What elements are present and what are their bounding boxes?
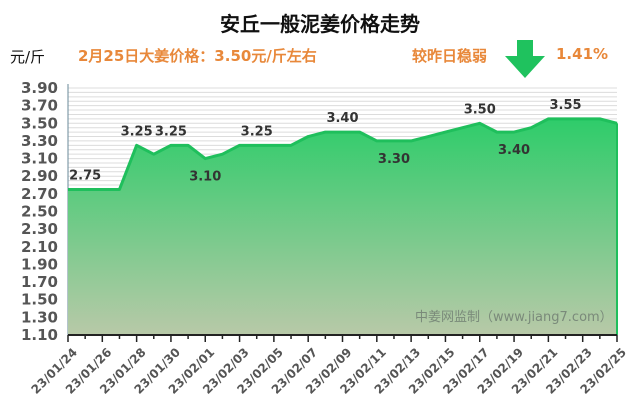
svg-text:3.70: 3.70 <box>21 97 58 115</box>
svg-text:2.10: 2.10 <box>21 238 58 256</box>
svg-text:3.25: 3.25 <box>241 124 273 139</box>
svg-text:3.10: 3.10 <box>21 150 58 168</box>
svg-text:3.40: 3.40 <box>498 143 530 158</box>
svg-text:1.70: 1.70 <box>21 273 58 291</box>
svg-text:1.10: 1.10 <box>21 326 58 344</box>
svg-text:3.25: 3.25 <box>121 124 153 139</box>
watermark: 中姜网监制（www.jiang7.com） <box>415 310 613 325</box>
svg-text:2.50: 2.50 <box>21 203 58 221</box>
price-area <box>68 117 618 335</box>
svg-text:2.90: 2.90 <box>21 167 58 185</box>
svg-text:3.40: 3.40 <box>326 111 358 126</box>
svg-text:2.70: 2.70 <box>21 185 58 203</box>
price-note: 2月25日大姜价格：3.50元/斤左右 <box>78 47 317 65</box>
svg-text:3.30: 3.30 <box>378 152 410 167</box>
svg-text:3.10: 3.10 <box>189 170 221 185</box>
svg-text:3.50: 3.50 <box>21 114 58 132</box>
svg-text:3.25: 3.25 <box>155 124 187 139</box>
change-percent: 1.41% <box>556 45 609 63</box>
data-labels: 2.753.25 3.253.103.253.403.303.503.403.55 <box>69 98 581 185</box>
svg-text:2.75: 2.75 <box>69 168 101 183</box>
chart-title: 安丘一般泥姜价格走势 <box>220 12 420 36</box>
y-axis-unit: 元/斤 <box>10 48 46 66</box>
svg-text:3.30: 3.30 <box>21 132 58 150</box>
svg-text:3.90: 3.90 <box>21 79 58 97</box>
svg-text:2.30: 2.30 <box>21 220 58 238</box>
svg-text:1.50: 1.50 <box>21 291 58 309</box>
svg-text:1.30: 1.30 <box>21 308 58 326</box>
y-axis: 1.101.301.501.701.902.102.302.502.702.90… <box>21 79 69 344</box>
x-axis: 23/01/2423/01/2623/01/2823/01/3023/02/01… <box>29 334 629 397</box>
svg-text:3.50: 3.50 <box>464 102 496 117</box>
change-label: 较昨日稳弱 <box>412 47 488 65</box>
down-arrow-icon <box>505 40 545 78</box>
svg-text:1.90: 1.90 <box>21 255 58 273</box>
svg-text:3.55: 3.55 <box>549 98 581 113</box>
